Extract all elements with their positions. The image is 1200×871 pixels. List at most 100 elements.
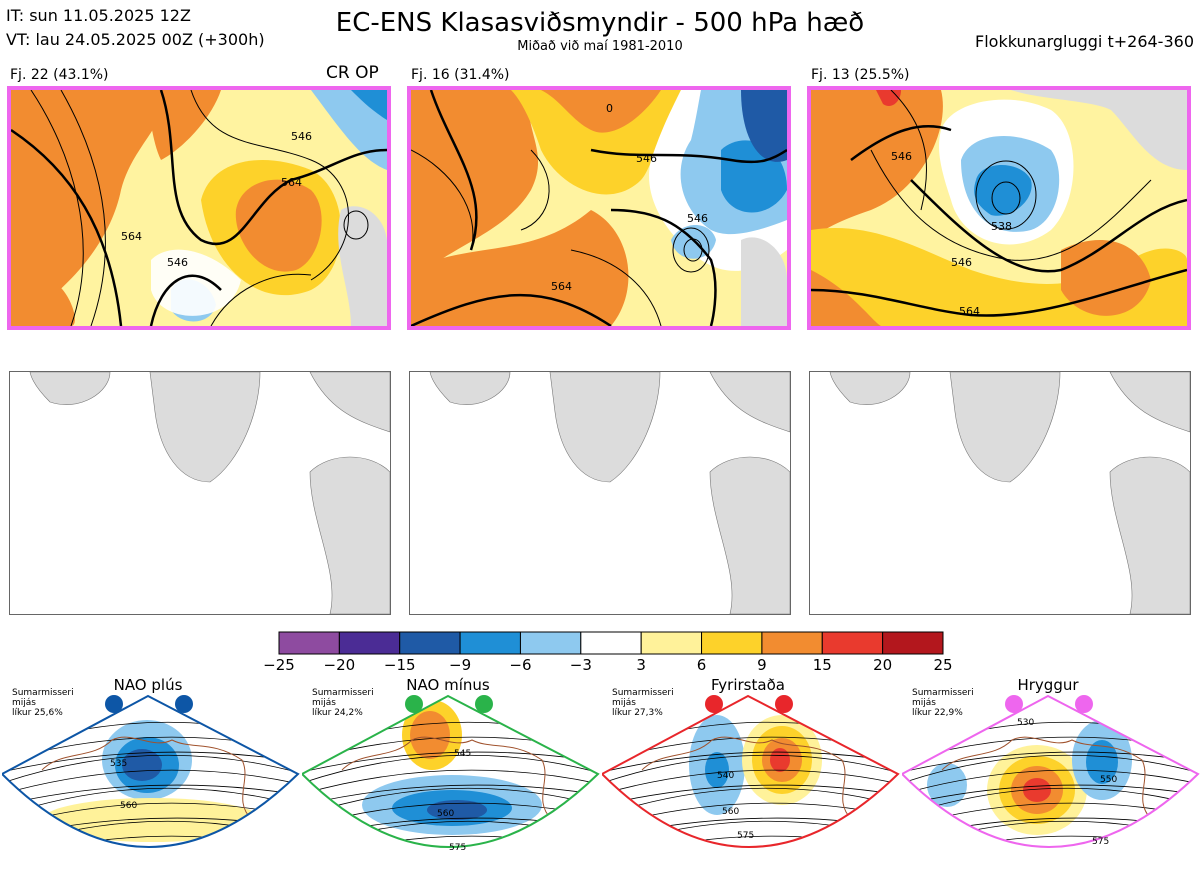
height-contour	[602, 751, 898, 773]
regime-contour-label: 560	[437, 809, 454, 819]
height-contour	[2, 851, 300, 870]
regime-border	[2, 694, 300, 848]
regime-contour-label: 575	[449, 843, 466, 853]
anomaly-blob	[1017, 860, 1047, 870]
anomaly-blob	[1023, 778, 1051, 802]
height-contour	[2, 769, 298, 795]
height-contour	[602, 784, 898, 806]
regime-map: 545 560 575	[302, 694, 600, 853]
cluster-map-3-svg: 546 564 538 546	[811, 90, 1187, 326]
colorbar-tick-label: 20	[873, 656, 893, 674]
regime-info: Sumarmisseri mijás líkur 24,2%	[312, 688, 374, 718]
regime-border	[302, 694, 600, 848]
height-contour	[902, 721, 1198, 751]
colorbar-cell	[701, 631, 763, 655]
colorbar-tick-label: −15	[383, 656, 416, 674]
regime-border	[602, 694, 900, 848]
regime-marker	[1005, 695, 1023, 713]
colorbar-tick-label: −25	[263, 656, 295, 674]
colorbar-tick-label: 25	[933, 656, 953, 674]
height-contour	[2, 751, 298, 773]
contour-label: 538	[991, 220, 1012, 233]
regime-contour-label: 575	[1092, 837, 1109, 847]
contour-label: 546	[891, 150, 912, 163]
contour-label: 0	[606, 102, 613, 115]
height-contour	[602, 769, 898, 795]
regime-contour-label: 535	[110, 759, 127, 769]
regime-contour-label: 550	[1100, 775, 1117, 785]
height-contour	[602, 754, 898, 784]
regime-marker	[405, 695, 423, 713]
regime-marker	[705, 695, 723, 713]
regime-info: Sumarmisseri mijás líkur 22,9%	[912, 688, 974, 718]
colorbar-cell	[399, 631, 461, 655]
contour-label: 546	[687, 212, 708, 225]
height-contour	[902, 784, 1198, 806]
regime-contour-label: 530	[1017, 718, 1034, 728]
contour-label: 564	[551, 280, 572, 293]
colorbar-tick-label: −6	[509, 656, 532, 674]
colorbar-tick-label: 9	[757, 656, 767, 674]
colorbar-tick-label: −9	[449, 656, 472, 674]
regime-map: 535 560	[2, 694, 300, 870]
height-contour	[602, 787, 898, 817]
page-subtitle: Miðað við maí 1981-2010	[517, 39, 683, 54]
colorbar-cell	[459, 631, 521, 655]
contour-label: 546	[636, 152, 657, 165]
window-label: Flokkunargluggi t+264-360	[975, 32, 1194, 51]
anomaly-map-3-svg	[829, 372, 1190, 614]
regime-marker	[175, 695, 193, 713]
colorbar-tick-label: 15	[812, 656, 832, 674]
cluster-label-1: Fj. 22 (43.1%)	[10, 67, 109, 83]
contour-label: 546	[951, 256, 972, 269]
valid-time: VT: lau 24.05.2025 00Z (+300h)	[6, 30, 265, 49]
regime-map: 540 560 575	[602, 694, 900, 848]
colorbar-cell	[580, 631, 642, 655]
colorbar-cell	[882, 631, 944, 655]
height-contour	[2, 754, 298, 784]
height-contour	[2, 784, 298, 806]
colorbar-tick-label: −20	[323, 656, 356, 674]
regime-marker	[105, 695, 123, 713]
regime-contour-label: 545	[454, 749, 471, 759]
height-contour	[902, 769, 1198, 795]
cluster-tag-1: CR OP	[326, 63, 379, 83]
init-time: IT: sun 11.05.2025 12Z	[6, 6, 191, 25]
colorbar-cell	[761, 631, 823, 655]
regime-contour-label: 540	[717, 771, 734, 781]
regime-marker	[1075, 695, 1093, 713]
height-contour	[902, 851, 1200, 870]
colorbar-cell	[821, 631, 884, 655]
regime-title: NAO plús	[113, 676, 183, 694]
anomaly-blob	[122, 749, 162, 781]
cluster-label-2: Fj. 16 (31.4%)	[411, 67, 510, 83]
regime-contour-label: 575	[737, 831, 754, 841]
contour-label: 564	[121, 230, 142, 243]
contour-label: 564	[959, 305, 980, 318]
anomaly-blob	[410, 711, 450, 759]
cluster-map-2: 546 546 0 564	[407, 86, 791, 330]
height-contour	[902, 754, 1198, 784]
anomaly-blob	[770, 748, 790, 772]
height-contour	[302, 769, 598, 795]
anomaly-blob	[427, 800, 487, 820]
regime-title: NAO mínus	[406, 676, 490, 694]
anomaly-blob	[1086, 740, 1118, 784]
cluster-map-2-svg: 546 546 0 564	[411, 90, 787, 326]
anomaly-map-3	[809, 371, 1191, 615]
colorbar-cell	[519, 631, 582, 655]
regime-map: 530 550 575	[902, 694, 1200, 870]
colorbar-cell	[338, 631, 401, 655]
cluster-map-1: 564 546 546 564	[7, 86, 391, 330]
regime-title: Hryggur	[1017, 676, 1079, 694]
anomaly-blob	[705, 752, 729, 788]
height-contour	[302, 787, 598, 817]
regime-contour-label: 560	[120, 801, 137, 811]
height-contour	[302, 784, 598, 806]
cluster-label-3: Fj. 13 (25.5%)	[811, 67, 910, 83]
contour-label: 564	[281, 176, 302, 189]
anomaly-map-2-svg	[429, 372, 790, 614]
anomaly-map-1	[9, 371, 391, 615]
height-contour	[902, 787, 1198, 817]
height-contour	[302, 754, 598, 784]
